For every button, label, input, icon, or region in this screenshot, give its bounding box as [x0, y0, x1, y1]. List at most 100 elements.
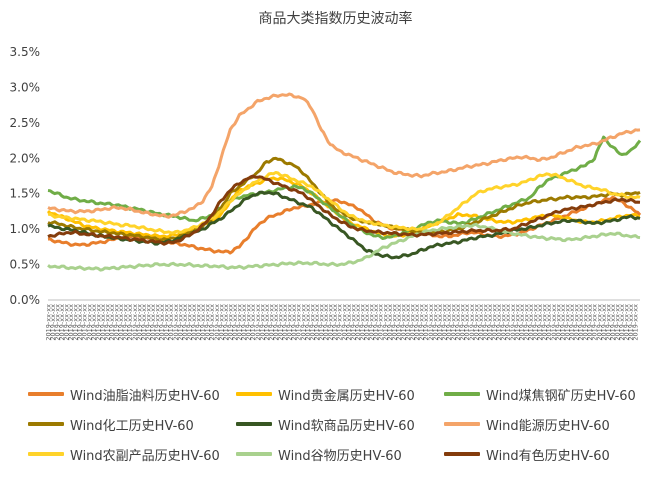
x-tick-label: 2019-xx-xx — [345, 304, 353, 341]
x-tick-label: 2019-xx-xx — [545, 304, 553, 341]
y-tick-label: 0.5% — [10, 258, 41, 272]
x-tick-label: 2019-xx-xx — [245, 304, 253, 341]
y-tick-label: 3.5% — [10, 45, 41, 59]
x-tick-label: 2019-xx-xx — [454, 304, 462, 341]
x-tick-label: 2019-xx-xx — [422, 304, 430, 341]
y-tick-label: 3.0% — [10, 80, 41, 94]
series-line — [47, 156, 641, 243]
x-tick-label: 2019-xx-xx — [63, 304, 71, 341]
x-tick-label: 2019-xx-xx — [609, 304, 617, 341]
legend-item: Wind煤焦钢矿历史HV-60 — [444, 384, 636, 404]
x-tick-label: 2019-xx-xx — [108, 304, 116, 341]
x-tick-label: 2019-xx-xx — [254, 304, 262, 341]
legend-label: Wind煤焦钢矿历史HV-60 — [486, 388, 636, 404]
x-tick-label: 2019-xx-xx — [90, 304, 98, 341]
legend-item: Wind贵金属历史HV-60 — [236, 384, 415, 404]
x-tick-label: 2019-xx-xx — [195, 304, 203, 341]
x-tick-label: 2019-xx-xx — [459, 304, 467, 341]
x-tick-label: 2019-xx-xx — [577, 304, 585, 341]
x-tick-label: 2019-xx-xx — [450, 304, 458, 341]
legend-item: Wind能源历史HV-60 — [444, 414, 610, 434]
x-tick-label: 2019-xx-xx — [67, 304, 75, 341]
legend-swatch — [444, 422, 480, 426]
x-tick-label: 2019-xx-xx — [44, 304, 52, 341]
x-tick-label: 2019-xx-xx — [595, 304, 603, 341]
x-tick-label: 2019-xx-xx — [400, 304, 408, 341]
x-tick-label: 2019-xx-xx — [527, 304, 535, 341]
x-tick-label: 2019-xx-xx — [404, 304, 412, 341]
x-tick-label: 2019-xx-xx — [550, 304, 558, 341]
x-tick-label: 2019-xx-xx — [199, 304, 207, 341]
x-tick-label: 2019-xx-xx — [249, 304, 257, 341]
x-tick-label: 2019-xx-xx — [445, 304, 453, 341]
x-tick-label: 2019-xx-xx — [418, 304, 426, 341]
x-tick-label: 2019-xx-xx — [495, 304, 503, 341]
legend-label: Wind软商品历史HV-60 — [278, 418, 415, 434]
x-tick-label: 2019-xx-xx — [532, 304, 540, 341]
x-tick-label: 2019-xx-xx — [281, 304, 289, 341]
x-tick-label: 2019-xx-xx — [390, 304, 398, 341]
legend-swatch — [28, 452, 64, 456]
legend-swatch — [444, 392, 480, 396]
x-tick-label: 2019-xx-xx — [340, 304, 348, 341]
x-tick-label: 2019-xx-xx — [463, 304, 471, 341]
x-tick-label: 2019-xx-xx — [582, 304, 590, 341]
x-tick-label: 2019-xx-xx — [468, 304, 476, 341]
x-tick-label: 2019-xx-xx — [240, 304, 248, 341]
x-tick-label: 2019-xx-xx — [85, 304, 93, 341]
x-tick-label: 2019-xx-xx — [604, 304, 612, 341]
x-tick-label: 2019-xx-xx — [304, 304, 312, 341]
x-tick-label: 2019-xx-xx — [623, 304, 631, 341]
series-line — [47, 171, 641, 235]
x-tick-label: 2019-xx-xx — [213, 304, 221, 341]
x-tick-label: 2019-xx-xx — [258, 304, 266, 341]
x-tick-label: 2019-xx-xx — [94, 304, 102, 341]
x-tick-label: 2019-xx-xx — [99, 304, 107, 341]
x-tick-label: 2019-xx-xx — [536, 304, 544, 341]
x-tick-label: 2019-xx-xx — [49, 304, 57, 341]
legend-label: Wind能源历史HV-60 — [486, 418, 610, 434]
legend-item: Wind农副产品历史HV-60 — [28, 444, 220, 464]
x-tick-label: 2019-xx-xx — [563, 304, 571, 341]
y-tick-label: 2.5% — [10, 116, 41, 130]
x-tick-label: 2019-xx-xx — [431, 304, 439, 341]
x-tick-label: 2019-xx-xx — [158, 304, 166, 341]
x-tick-label: 2019-xx-xx — [349, 304, 357, 341]
x-tick-label: 2019-xx-xx — [600, 304, 608, 341]
series-line — [47, 174, 641, 246]
x-tick-label: 2019-xx-xx — [231, 304, 239, 341]
x-tick-label: 2019-xx-xx — [299, 304, 307, 341]
x-tick-label: 2019-xx-xx — [117, 304, 125, 341]
x-tick-label: 2019-xx-xx — [208, 304, 216, 341]
x-tick-label: 2019-xx-xx — [272, 304, 280, 341]
y-tick-label: 1.5% — [10, 187, 41, 201]
x-tick-label: 2019-xx-xx — [204, 304, 212, 341]
legend-swatch — [236, 422, 272, 426]
x-tick-label: 2019-xx-xx — [541, 304, 549, 341]
x-tick-label: 2019-xx-xx — [331, 304, 339, 341]
x-tick-label: 2019-xx-xx — [172, 304, 180, 341]
legend-label: Wind贵金属历史HV-60 — [278, 388, 415, 404]
x-tick-label: 2019-xx-xx — [554, 304, 562, 341]
x-tick-label: 2019-xx-xx — [513, 304, 521, 341]
legend-swatch — [236, 452, 272, 456]
legend-label: Wind农副产品历史HV-60 — [70, 448, 220, 464]
x-tick-label: 2019-xx-xx — [591, 304, 599, 341]
x-tick-label: 2019-xx-xx — [313, 304, 321, 341]
x-tick-label: 2019-xx-xx — [226, 304, 234, 341]
x-tick-label: 2019-xx-xx — [386, 304, 394, 341]
x-tick-label: 2019-xx-xx — [481, 304, 489, 341]
x-tick-label: 2019-xx-xx — [518, 304, 526, 341]
x-tick-label: 2019-xx-xx — [427, 304, 435, 341]
x-tick-label: 2019-xx-xx — [436, 304, 444, 341]
x-tick-label: 2019-xx-xx — [632, 304, 640, 341]
x-tick-label: 2019-xx-xx — [135, 304, 143, 341]
x-tick-label: 2019-xx-xx — [614, 304, 622, 341]
x-tick-label: 2019-xx-xx — [277, 304, 285, 341]
y-tick-label: 2.0% — [10, 151, 41, 165]
x-tick-label: 2019-xx-xx — [149, 304, 157, 341]
x-tick-label: 2019-xx-xx — [354, 304, 362, 341]
x-tick-label: 2019-xx-xx — [477, 304, 485, 341]
x-tick-label: 2019-xx-xx — [76, 304, 84, 341]
legend-item: Wind化工历史HV-60 — [28, 414, 194, 434]
